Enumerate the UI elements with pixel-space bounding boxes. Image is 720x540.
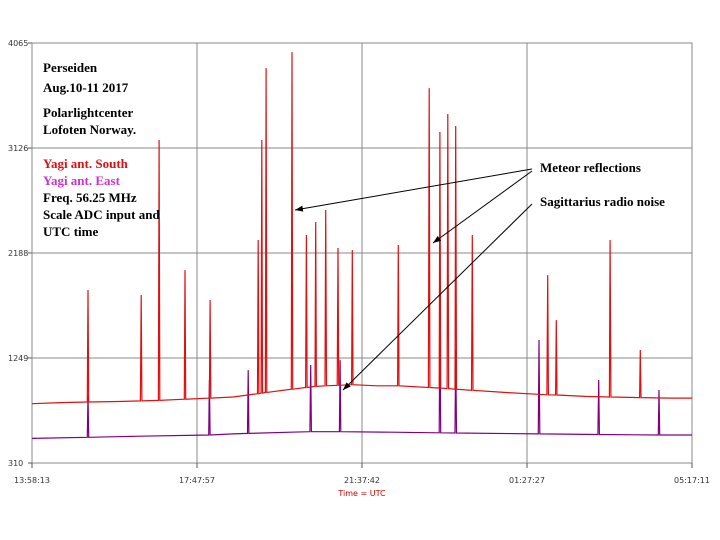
x-tick-label: 05:17:11 bbox=[674, 476, 710, 485]
x-tick-label: 01:27:27 bbox=[509, 476, 545, 485]
annotation: Meteor reflections bbox=[540, 160, 641, 175]
note: Aug.10-11 2017 bbox=[43, 80, 129, 95]
x-tick-label: 17:47:57 bbox=[179, 476, 215, 485]
x-tick-label: 13:58:13 bbox=[14, 476, 50, 485]
arrow bbox=[294, 168, 533, 212]
legend-entry: Yagi ant. East bbox=[43, 173, 121, 188]
x-tick-label: 21:37:42 bbox=[344, 476, 380, 485]
legend-entry: Yagi ant. South bbox=[43, 156, 129, 171]
note: Lofoten Norway. bbox=[43, 122, 136, 137]
y-tick-label: 4065 bbox=[8, 39, 28, 48]
y-tick-label: 1249 bbox=[8, 354, 28, 363]
note: Freq. 56.25 MHz bbox=[43, 190, 137, 205]
series-line bbox=[31, 52, 692, 405]
arrow bbox=[342, 203, 533, 391]
annotation: Sagittarius radio noise bbox=[540, 194, 665, 209]
y-tick-label: 3126 bbox=[8, 144, 28, 153]
note: Polarlightcenter bbox=[43, 105, 133, 120]
y-tick-label: 2188 bbox=[8, 249, 28, 258]
note: Scale ADC input and bbox=[43, 207, 160, 222]
y-tick-label: 310 bbox=[8, 459, 23, 468]
x-axis-title: Time = UTC bbox=[337, 489, 386, 498]
note: UTC time bbox=[43, 224, 98, 239]
note: Perseiden bbox=[43, 60, 98, 75]
arrow bbox=[432, 170, 533, 244]
